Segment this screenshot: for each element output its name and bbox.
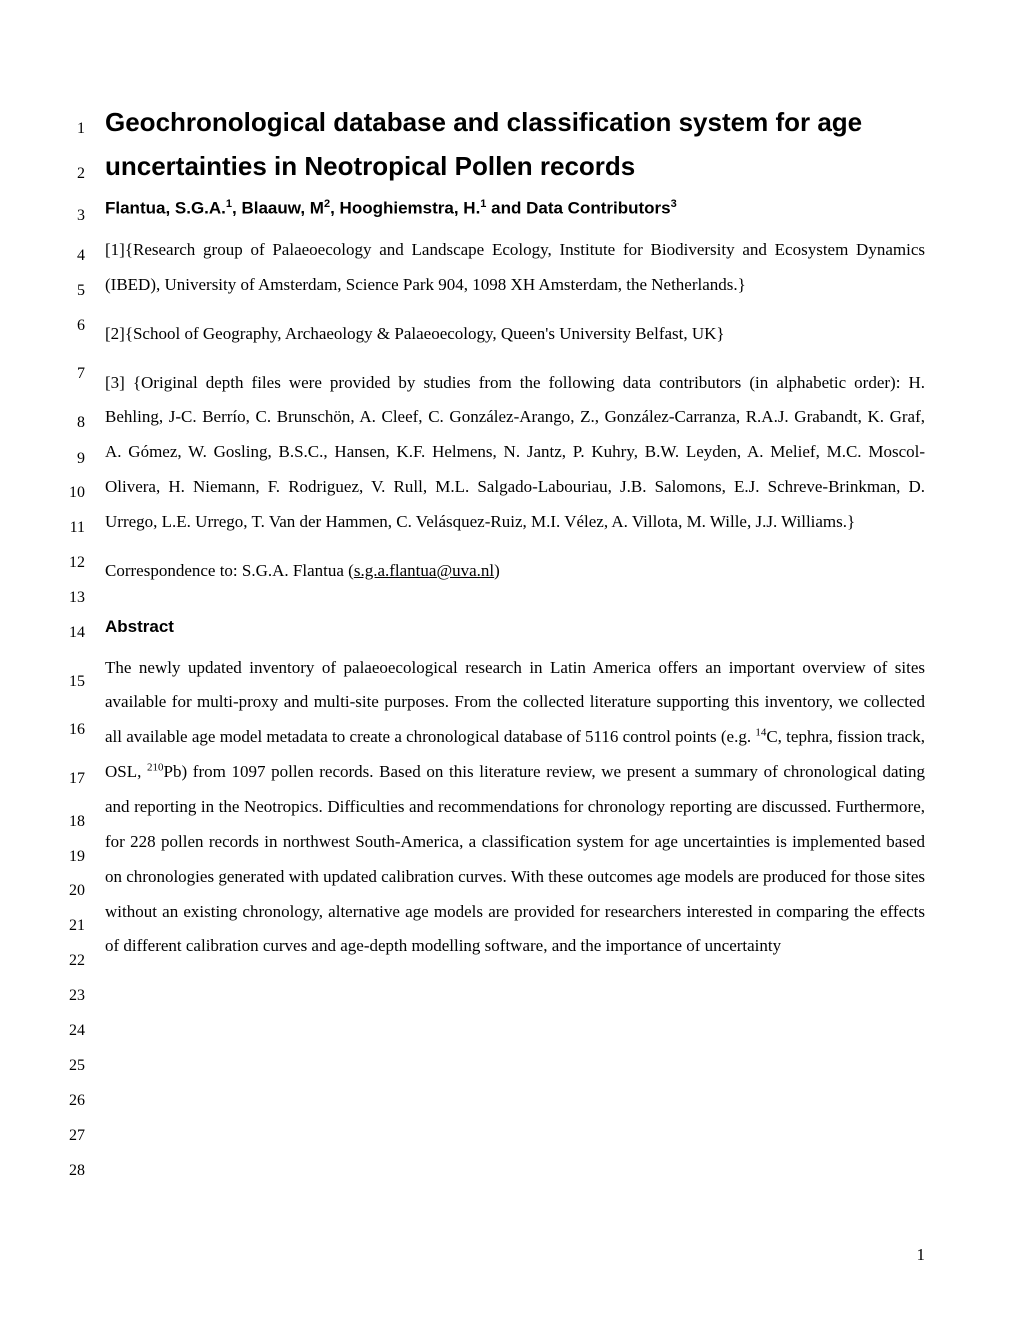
correspondence: Correspondence to: S.G.A. Flantua (s.g.a… [105,554,925,589]
line-number: 23 [69,987,85,1005]
author-list: Flantua, S.G.A.1, Blaauw, M2, Hooghiemst… [105,198,925,219]
line-number: 5 [77,282,85,300]
line-number: 16 [69,721,85,739]
correspondence-email[interactable]: s.g.a.flantua@uva.nl [354,561,494,580]
line-number: 9 [77,450,85,468]
title-line-1: Geochronological database and classifica… [105,107,862,137]
correspondence-prefix: Correspondence to: S.G.A. Flantua ( [105,561,354,580]
line-number: 3 [77,207,85,225]
title-line-2: uncertainties in Neotropical Pollen reco… [105,151,635,181]
affiliation-3: [3] {Original depth files were provided … [105,366,925,540]
line-number: 13 [69,589,85,607]
line-number: 20 [69,882,85,900]
abstract-text: The newly updated inventory of palaeoeco… [105,651,925,965]
line-number: 11 [70,519,85,537]
line-number: 25 [69,1057,85,1075]
line-number: 15 [69,673,85,691]
line-number: 7 [77,365,85,383]
line-number: 19 [69,848,85,866]
line-number: 1 [77,120,85,138]
line-number: 6 [77,317,85,335]
line-number: 18 [69,813,85,831]
line-number: 2 [77,165,85,183]
paper-title: Geochronological database and classifica… [105,100,925,188]
line-number: 24 [69,1022,85,1040]
line-number: 21 [69,917,85,935]
line-number: 12 [69,554,85,572]
affiliation-1: [1]{Research group of Palaeoecology and … [105,233,925,303]
affiliation-2: [2]{School of Geography, Archaeology & P… [105,317,925,352]
line-number: 26 [69,1092,85,1110]
line-number: 17 [69,770,85,788]
line-number: 27 [69,1127,85,1145]
line-number: 10 [69,484,85,502]
line-number: 28 [69,1162,85,1180]
line-number: 4 [77,247,85,265]
abstract-heading: Abstract [105,617,925,637]
line-number: 14 [69,624,85,642]
page-number: 1 [917,1245,926,1265]
line-number: 22 [69,952,85,970]
correspondence-suffix: ) [494,561,500,580]
line-number: 8 [77,414,85,432]
manuscript-content: Geochronological database and classifica… [105,100,925,964]
